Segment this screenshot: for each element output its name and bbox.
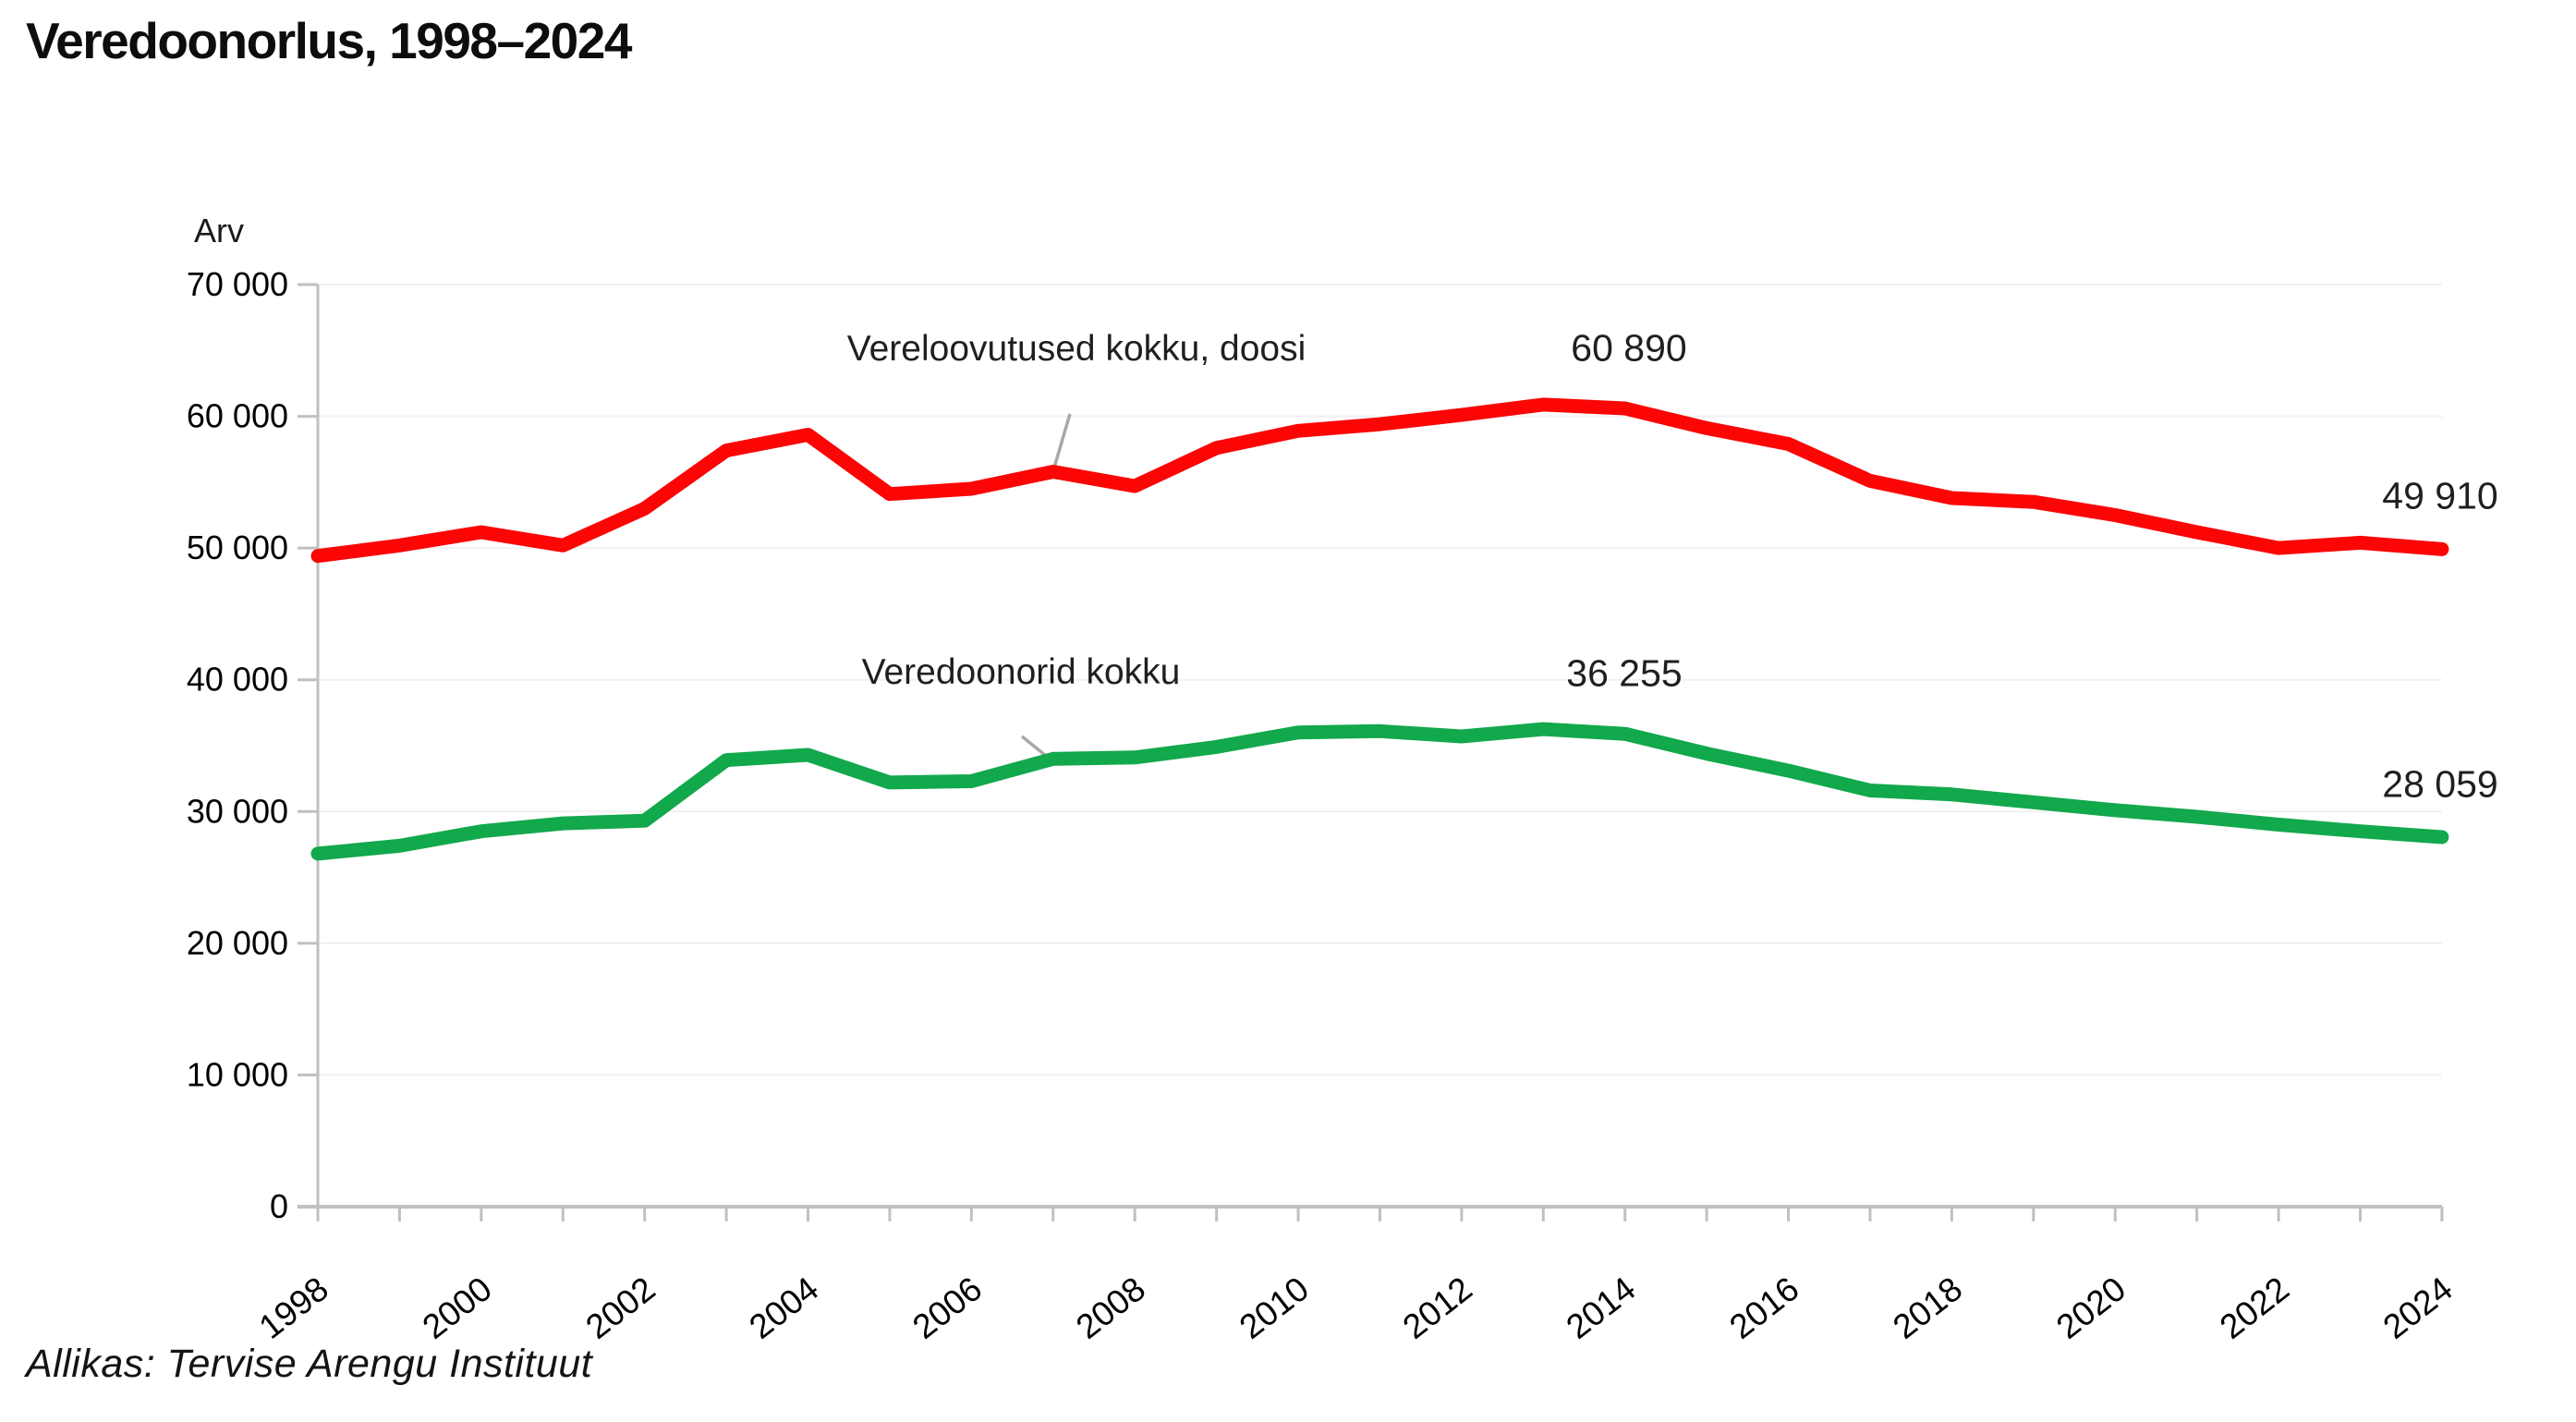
series1-peak-value: 60 890 xyxy=(1571,326,1687,370)
x-tick-label: 2024 xyxy=(2376,1270,2460,1346)
x-tick-label: 2018 xyxy=(1886,1270,1969,1346)
y-axis-label: Arv xyxy=(194,212,244,249)
y-tick-label: 60 000 xyxy=(187,397,288,435)
series2-end-value: 28 059 xyxy=(2382,762,2498,806)
series2-annotation-label: Veredoonorid kokku xyxy=(861,652,1181,692)
y-tick-label: 50 000 xyxy=(187,529,288,566)
y-tick-label: 0 xyxy=(270,1187,288,1225)
x-tick-label: 2000 xyxy=(416,1270,499,1346)
y-tick-label: 70 000 xyxy=(187,265,288,303)
x-tick-label: 2022 xyxy=(2213,1270,2296,1346)
y-tick-label: 20 000 xyxy=(187,924,288,962)
series2-peak-value: 36 255 xyxy=(1566,651,1683,695)
chart-title: Veredoonorlus, 1998–2024 xyxy=(26,12,632,69)
source-note: Allikas: Tervise Arengu Instituut xyxy=(26,1342,593,1386)
y-tick-label: 10 000 xyxy=(187,1055,288,1093)
y-tick-label: 30 000 xyxy=(187,792,288,830)
x-tick-label: 2012 xyxy=(1396,1270,1479,1346)
series1-leader-line xyxy=(1052,413,1072,468)
series-line-1 xyxy=(310,397,2449,564)
series-line-2 xyxy=(310,722,2449,861)
x-tick-label: 2016 xyxy=(1722,1270,1805,1346)
x-tick-label: 2010 xyxy=(1233,1270,1316,1346)
y-tick-label: 40 000 xyxy=(187,661,288,699)
series1-annotation-label: Vereloovutused kokku, doosi xyxy=(846,329,1306,369)
x-tick-label: 2020 xyxy=(2049,1270,2132,1346)
x-tick-label: 2014 xyxy=(1560,1270,1643,1346)
x-tick-label: 1998 xyxy=(252,1270,335,1346)
series1-end-value: 49 910 xyxy=(2382,474,2498,517)
x-tick-label: 2002 xyxy=(579,1270,662,1346)
x-tick-label: 2006 xyxy=(905,1270,989,1346)
x-tick-label: 2008 xyxy=(1069,1270,1152,1346)
x-tick-label: 2004 xyxy=(742,1270,825,1346)
